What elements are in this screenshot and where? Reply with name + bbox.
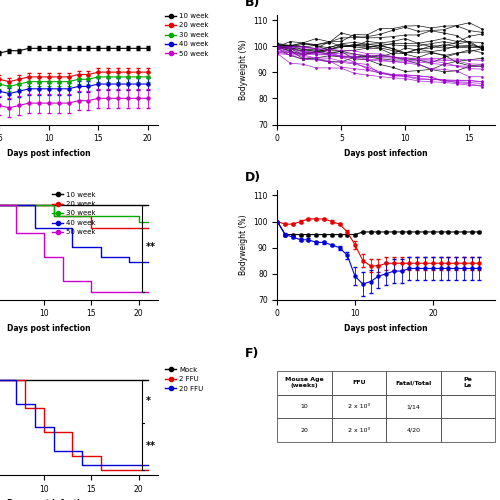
Text: D): D): [244, 172, 261, 184]
X-axis label: Days post infection: Days post infection: [7, 324, 90, 333]
X-axis label: Days post infection: Days post infection: [344, 149, 428, 158]
Legend: 10 week, 20 week, 30 week, 40 week, 50 week: 10 week, 20 week, 30 week, 40 week, 50 w…: [166, 13, 209, 57]
Legend: Mock, 2 FFU, 20 FFU: Mock, 2 FFU, 20 FFU: [166, 367, 203, 392]
Text: **: **: [146, 442, 156, 452]
Legend: 10 week, 20 week, 30 week, 40 week, 50 week: 10 week, 20 week, 30 week, 40 week, 50 w…: [52, 192, 96, 236]
Y-axis label: Bodyweight (%): Bodyweight (%): [238, 214, 248, 276]
Text: B): B): [244, 0, 260, 9]
Text: **: **: [146, 242, 156, 252]
Text: F): F): [244, 346, 259, 360]
X-axis label: Days post infection: Days post infection: [344, 324, 428, 333]
X-axis label: Days post infection: Days post infection: [7, 149, 90, 158]
Y-axis label: Bodyweight (%): Bodyweight (%): [238, 40, 248, 100]
Text: *: *: [146, 396, 152, 406]
